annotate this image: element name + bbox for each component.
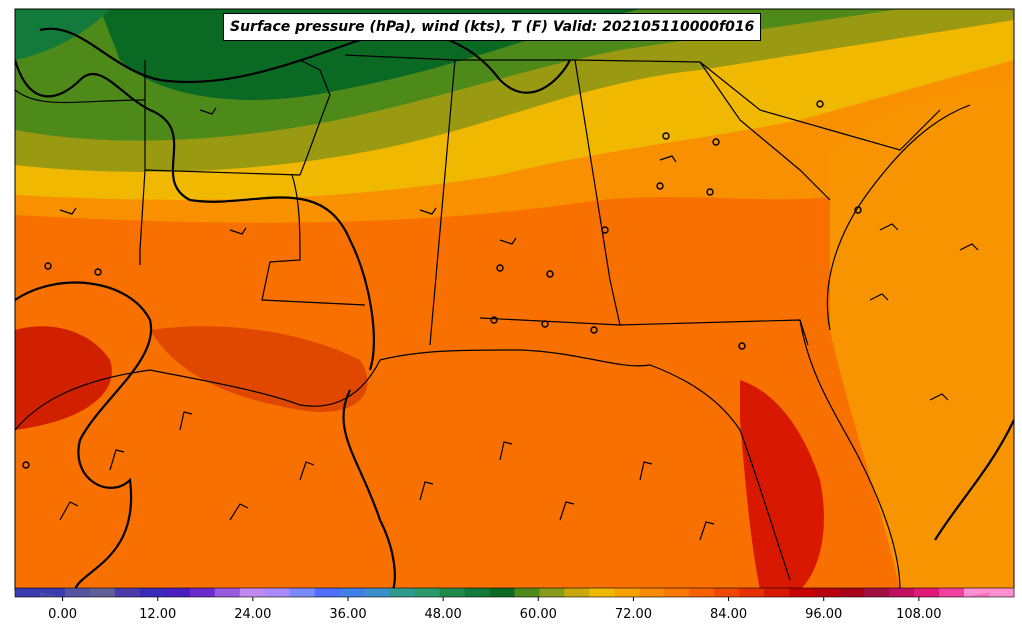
colorbar-segment [214, 588, 241, 597]
colorbar-segment [139, 588, 166, 597]
colorbar-tick-label: 84.00 [709, 607, 748, 622]
colorbar-segment [689, 588, 715, 597]
colorbar-segment [289, 588, 316, 597]
colorbar-segment [464, 588, 491, 597]
colorbar-tick-label: 0.00 [48, 607, 78, 622]
colorbar-segment [539, 588, 565, 597]
colorbar-tick-label: 60.00 [519, 607, 557, 622]
colorbar-segment [89, 588, 116, 597]
colorbar-segment [489, 588, 515, 597]
colorbar-tick-label: 108.00 [896, 607, 942, 622]
colorbar-tick-label: 96.00 [805, 607, 843, 622]
colorbar-extend-low [15, 588, 65, 597]
colorbar-segment [914, 588, 940, 597]
colorbar-segment [314, 588, 341, 597]
colorbar-segment [239, 588, 266, 597]
colorbar-frame [14, 587, 1015, 598]
colorbar-segment [989, 588, 1015, 597]
colorbar-segment [514, 588, 540, 597]
colorbar-segment [264, 588, 291, 597]
colorbar-segment [189, 588, 216, 597]
colorbar-segment [164, 588, 191, 597]
temperature-field [15, 9, 1014, 590]
colorbar-segment [889, 588, 915, 597]
colorbar-segment [764, 588, 790, 597]
colorbar-tick-label: 36.00 [329, 607, 367, 622]
isobars [15, 27, 1014, 590]
wind-barbs [59, 107, 979, 541]
colorbar-segment [639, 588, 665, 597]
colorbar-segment [939, 588, 965, 597]
state-borders [15, 54, 971, 590]
colorbar-segment [614, 588, 640, 597]
colorbar-segment [664, 588, 690, 597]
colorbar-segment [15, 588, 41, 597]
colorbar-segment [564, 588, 590, 597]
colorbar [14, 587, 1015, 601]
colorbar-segment [389, 588, 416, 597]
colorbar-segment [589, 588, 615, 597]
colorbar-tick-label: 12.00 [139, 607, 177, 622]
colorbar-segment [414, 588, 441, 597]
colorbar-tick-label: 24.00 [234, 607, 272, 622]
colorbar-tick-label: 48.00 [424, 607, 462, 622]
colorbar-segment [789, 588, 815, 597]
colorbar-segment [339, 588, 366, 597]
colorbar-segment [64, 588, 91, 597]
colorbar-segment [439, 588, 466, 597]
colorbar-segment [864, 588, 890, 597]
colorbar-segment [814, 588, 840, 597]
colorbar-segment [714, 588, 740, 597]
map-title: Surface pressure (hPa), wind (kts), T (F… [223, 13, 762, 41]
colorbar-segment [839, 588, 865, 597]
colorbar-segment [364, 588, 391, 597]
colorbar-segment [114, 588, 141, 597]
colorbar-extend-high [964, 588, 1014, 597]
colorbar-tick-label: 72.00 [614, 607, 653, 622]
station-markers [22, 100, 862, 469]
colorbar-segment [739, 588, 765, 597]
